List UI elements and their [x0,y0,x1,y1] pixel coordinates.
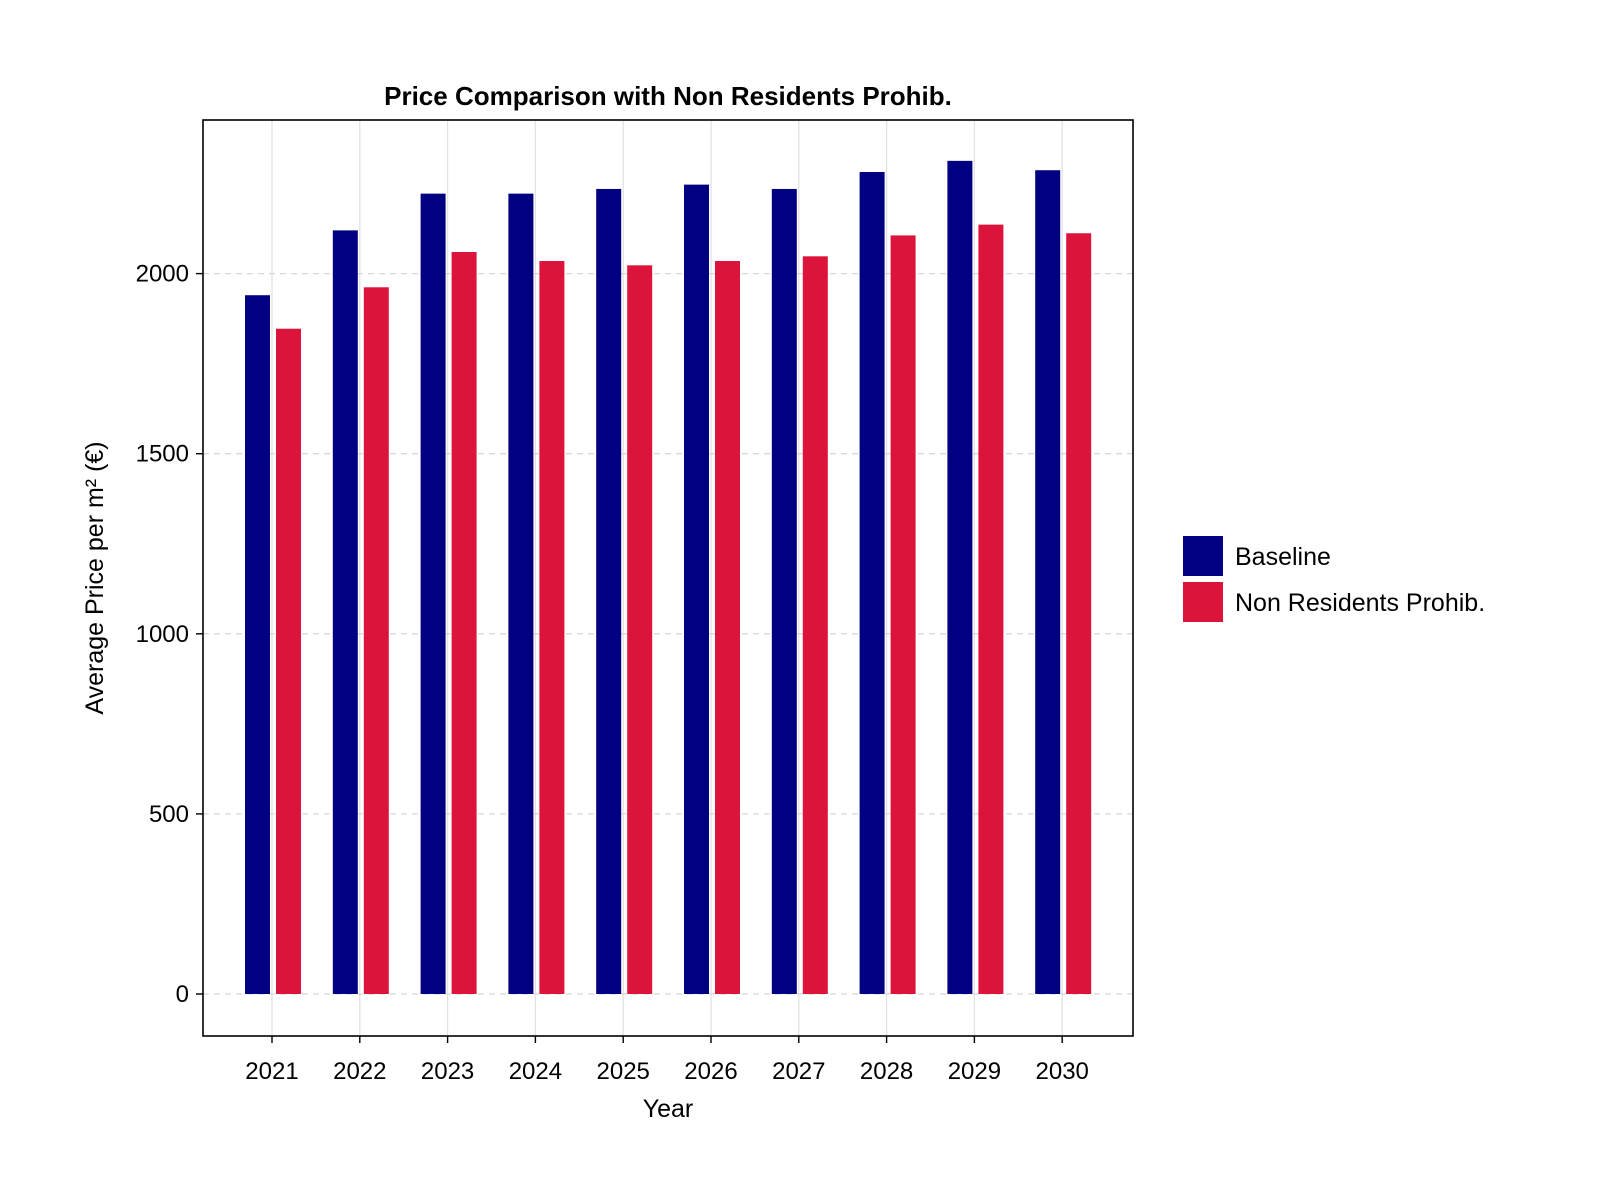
grid [203,120,1133,1036]
y-tick-label: 2000 [136,261,189,288]
legend: Baseline Non Residents Prohib. [1183,536,1485,622]
bar-baseline-2021 [245,295,270,994]
chart-title: Price Comparison with Non Residents Proh… [384,81,952,111]
bar-baseline-2026 [684,184,709,994]
bar-baseline-2028 [859,172,885,994]
y-tick-label: 1500 [136,441,189,468]
bar-baseline-2030 [1035,170,1061,994]
legend-swatch-baseline [1183,536,1223,576]
y-tick-label: 1000 [136,621,189,648]
bar-non-residents-prohib-2021 [276,328,301,995]
bar-non-residents-prohib-2022 [363,287,389,994]
bar-non-residents-prohib-2029 [978,224,1004,994]
y-axis-ticks: 0 500 1000 1500 2000 [136,261,203,1008]
bar-baseline-2023 [420,193,446,994]
bar-non-residents-prohib-2030 [1066,233,1092,995]
x-tick-label: 2022 [333,1058,386,1085]
legend-swatch-non-residents-prohib [1183,582,1223,622]
x-tick-label: 2027 [772,1058,825,1085]
bar-baseline-2029 [947,160,973,994]
bar-baseline-2022 [332,230,358,995]
x-axis-ticks: 2021 2022 2023 2024 2025 2026 2027 2028 2029 2030 [245,1036,1089,1085]
y-tick-label: 500 [149,801,189,828]
plot-frame [202,119,1134,1037]
legend-label: Non Residents Prohib. [1235,589,1485,617]
bar-baseline-2025 [596,188,622,994]
bars [245,160,1092,995]
x-axis-label: Year [643,1095,694,1123]
x-tick-label: 2024 [509,1058,562,1085]
y-tick-label: 0 [176,981,189,1008]
x-tick-label: 2028 [860,1058,913,1085]
legend-label: Baseline [1235,543,1331,571]
y-axis-label: Average Price per m² (€) [81,441,109,714]
bar-non-residents-prohib-2024 [539,260,565,994]
bar-non-residents-prohib-2026 [715,260,740,994]
x-tick-label: 2030 [1036,1058,1089,1085]
bar-non-residents-prohib-2023 [451,251,477,994]
x-tick-label: 2021 [245,1058,298,1085]
bar-non-residents-prohib-2028 [890,235,916,994]
x-tick-label: 2029 [948,1058,1001,1085]
bar-baseline-2024 [508,193,534,994]
x-tick-label: 2026 [684,1058,737,1085]
bar-baseline-2027 [771,188,797,994]
x-tick-label: 2023 [421,1058,474,1085]
x-tick-label: 2025 [597,1058,650,1085]
bar-non-residents-prohib-2025 [627,265,653,994]
bar-non-residents-prohib-2027 [802,256,828,994]
